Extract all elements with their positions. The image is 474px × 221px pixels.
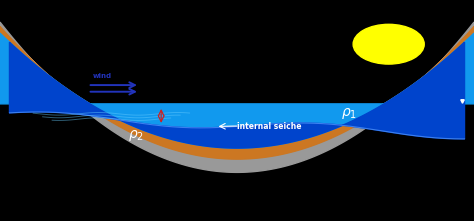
Text: wind: wind <box>92 73 111 79</box>
Text: $\rho_1$: $\rho_1$ <box>341 106 357 121</box>
Polygon shape <box>0 27 474 159</box>
Text: $\rho_2$: $\rho_2$ <box>128 128 144 143</box>
Ellipse shape <box>353 24 424 64</box>
Polygon shape <box>0 22 474 172</box>
Polygon shape <box>9 42 465 148</box>
Polygon shape <box>0 33 474 148</box>
Text: internal seiche: internal seiche <box>237 122 301 131</box>
